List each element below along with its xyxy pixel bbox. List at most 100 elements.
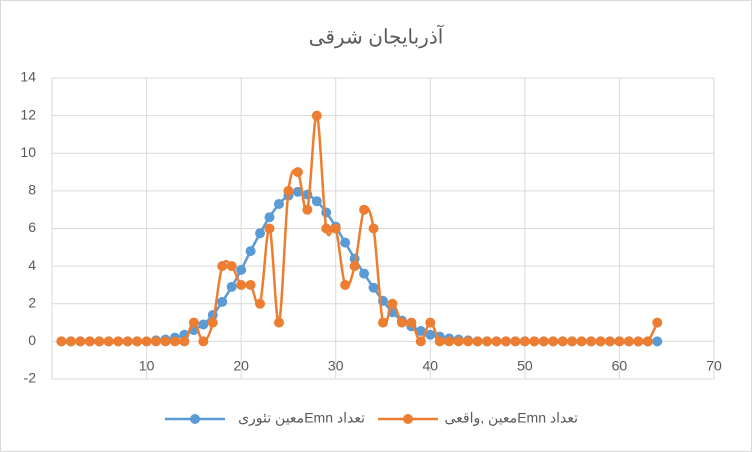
data-point: [396, 317, 407, 328]
data-point: [283, 185, 294, 196]
data-point: [623, 336, 634, 347]
data-point: [642, 336, 653, 347]
x-tick-label: 30: [328, 358, 344, 374]
data-point: [56, 336, 67, 347]
data-point: [434, 336, 445, 347]
data-point: [292, 167, 303, 178]
data-point: [491, 336, 502, 347]
data-point: [453, 336, 464, 347]
data-point: [425, 317, 436, 328]
data-point: [292, 186, 303, 197]
data-point: [500, 336, 511, 347]
data-point: [340, 237, 351, 248]
data-point: [330, 223, 341, 234]
data-point: [529, 336, 540, 347]
data-point: [273, 199, 284, 210]
data-point: [633, 336, 644, 347]
y-tick-label: 0: [28, 332, 36, 348]
data-point: [340, 279, 351, 290]
data-point: [652, 336, 663, 347]
data-point: [311, 110, 322, 121]
data-point: [245, 279, 256, 290]
data-point: [273, 317, 284, 328]
y-tick-label: 4: [28, 257, 36, 273]
data-point: [321, 207, 332, 218]
data-point: [349, 261, 360, 272]
y-tick-label: 12: [20, 106, 36, 122]
data-point: [65, 336, 76, 347]
data-point: [94, 336, 105, 347]
data-point: [359, 204, 370, 215]
x-tick-label: 50: [517, 358, 533, 374]
y-tick-label: 14: [20, 69, 36, 85]
data-point: [207, 317, 218, 328]
data-point: [463, 336, 474, 347]
data-point: [160, 336, 171, 347]
data-point: [311, 196, 322, 207]
data-point: [359, 268, 370, 279]
data-point: [255, 298, 266, 309]
data-point: [425, 329, 436, 340]
data-point: [378, 317, 388, 328]
data-point: [236, 279, 247, 290]
legend-item: تعداد Emnمعین تئوری: [165, 410, 365, 427]
data-point: [132, 336, 143, 347]
data-point: [595, 336, 606, 347]
data-point: [557, 336, 568, 347]
data-point: [75, 336, 86, 347]
data-point: [387, 298, 398, 309]
data-point: [510, 336, 521, 347]
data-point: [368, 223, 379, 234]
data-point: [217, 296, 228, 307]
data-point: [614, 336, 625, 347]
legend-marker: [403, 414, 413, 424]
y-tick-label: 2: [28, 294, 36, 310]
data-point: [122, 336, 133, 347]
data-point: [255, 228, 266, 239]
data-point: [198, 319, 209, 330]
data-point: [444, 336, 455, 347]
x-tick-label: 10: [139, 358, 155, 374]
data-point: [604, 336, 615, 347]
data-point: [236, 264, 247, 275]
data-point: [264, 212, 275, 223]
data-point: [141, 336, 152, 347]
data-point: [245, 246, 256, 257]
y-tick-label: -2: [24, 370, 37, 386]
legend-item: تعداد Emnمعین ,واقعی: [378, 410, 578, 427]
x-tick-label: 40: [422, 358, 438, 374]
legend-label: تعداد Emnمعین ,واقعی: [445, 410, 579, 427]
data-point: [548, 336, 559, 347]
x-tick-label: 70: [706, 358, 722, 374]
legend-label: تعداد Emnمعین تئوری: [238, 410, 365, 427]
y-tick-label: 6: [28, 219, 36, 235]
data-point: [198, 336, 209, 347]
data-point: [217, 261, 228, 272]
data-point: [264, 223, 275, 234]
data-point: [321, 223, 332, 234]
data-point: [538, 336, 549, 347]
data-point: [567, 336, 578, 347]
data-point: [576, 336, 587, 347]
data-point: [188, 317, 199, 328]
data-point: [368, 282, 379, 293]
data-point: [151, 336, 162, 347]
legend-marker: [190, 414, 200, 424]
y-tick-label: 8: [28, 182, 36, 198]
y-tick-label: 10: [20, 144, 36, 160]
data-point: [84, 336, 95, 347]
data-point: [482, 336, 493, 347]
data-point: [415, 326, 426, 337]
data-point: [103, 336, 114, 347]
x-tick-label: 60: [612, 358, 628, 374]
data-point: [406, 317, 417, 328]
data-point: [226, 281, 237, 292]
data-point: [302, 204, 313, 215]
data-point: [113, 336, 124, 347]
data-point: [586, 336, 597, 347]
x-tick-label: 20: [233, 358, 249, 374]
data-point: [472, 336, 483, 347]
data-point: [652, 317, 663, 328]
data-point: [415, 336, 426, 347]
